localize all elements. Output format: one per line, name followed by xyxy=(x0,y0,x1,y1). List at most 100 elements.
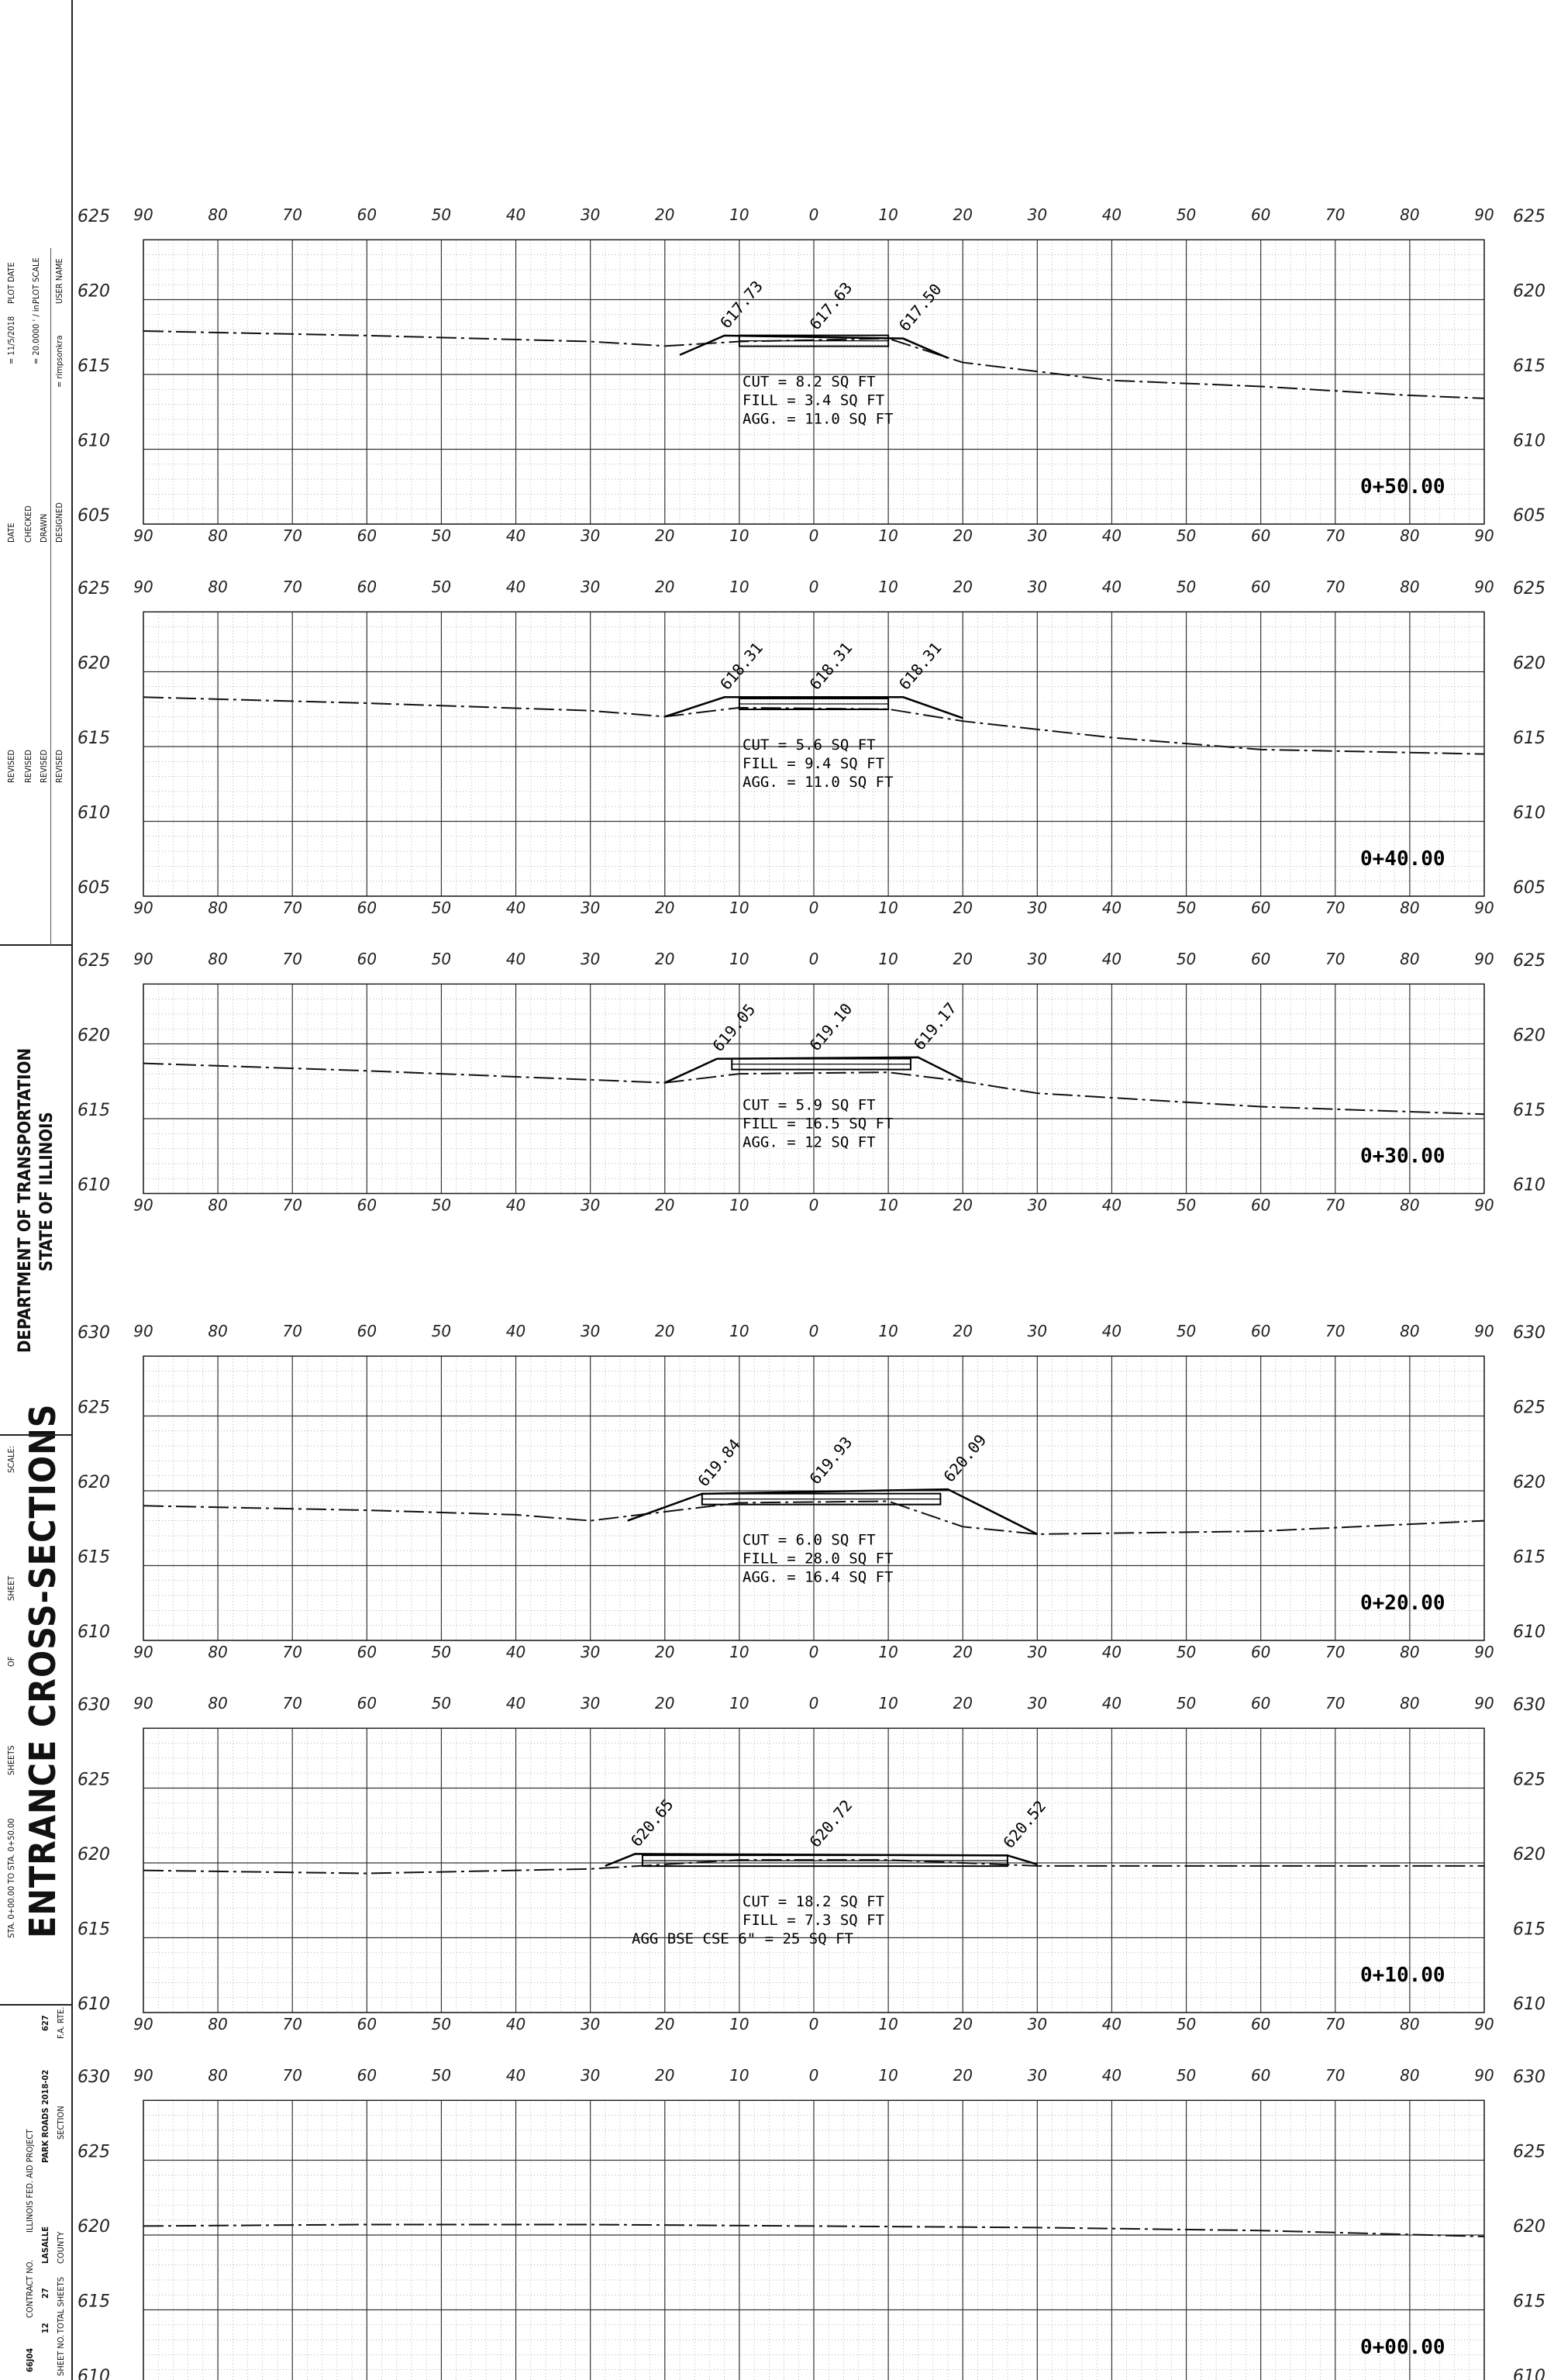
offset-tick-label: 30 xyxy=(1028,1694,1047,1713)
quantity-label: FILL = 28.0 SQ FT xyxy=(743,1550,893,1568)
offset-tick-label: 60 xyxy=(1251,526,1270,545)
offset-tick-label: 80 xyxy=(208,950,227,968)
offset-tick-label: 20 xyxy=(655,2015,674,2033)
offset-tick-label: 60 xyxy=(357,1196,377,1215)
elevation-label: 605 xyxy=(78,506,110,526)
offset-tick-label: 90 xyxy=(1474,2066,1494,2085)
offset-tick-label: 30 xyxy=(1028,2015,1047,2033)
grade-elevation-label: 619.84 xyxy=(694,1435,744,1490)
offset-tick-label: 60 xyxy=(357,1694,377,1713)
offset-tick-label: 90 xyxy=(133,1694,153,1713)
quantity-label: FILL = 9.4 SQ FT xyxy=(743,755,884,772)
offset-tick-label: 20 xyxy=(953,205,972,224)
elevation-label: 605 xyxy=(1513,506,1545,526)
grid-border xyxy=(143,239,1485,525)
grade-elevation-label: 617.73 xyxy=(716,277,767,332)
offset-tick-label: 80 xyxy=(208,1196,227,1215)
offset-tick-label: 70 xyxy=(1325,526,1345,545)
offset-tick-label: 0 xyxy=(809,899,819,917)
quantity-label: AGG. = 12 SQ FT xyxy=(743,1134,876,1151)
offset-tick-label: 20 xyxy=(953,1694,972,1713)
offset-tick-label: 50 xyxy=(432,1322,451,1340)
offset-tick-label: 60 xyxy=(357,2015,377,2033)
offset-tick-label: 50 xyxy=(432,2015,451,2033)
offset-tick-label: 10 xyxy=(878,1196,898,1215)
elevation-label: 625 xyxy=(1513,207,1545,226)
offset-tick-label: 90 xyxy=(1474,1694,1494,1713)
elevation-label: 615 xyxy=(1513,1101,1545,1120)
offset-tick-label: 60 xyxy=(357,899,377,917)
offset-tick-label: 60 xyxy=(1251,899,1270,917)
elevation-label: 630 xyxy=(1513,2068,1545,2087)
quantity-label: CUT = 8.2 SQ FT xyxy=(743,374,876,391)
elevation-label: 620 xyxy=(1513,282,1545,302)
offset-tick-label: 20 xyxy=(953,2066,972,2085)
elevation-label: 610 xyxy=(78,1176,110,1195)
elevation-label: 625 xyxy=(1513,951,1545,971)
elevation-label: 625 xyxy=(1513,2143,1545,2162)
offset-tick-label: 80 xyxy=(208,205,227,224)
offset-tick-label: 60 xyxy=(357,526,377,545)
offset-tick-label: 40 xyxy=(506,2066,525,2085)
elevation-label: 620 xyxy=(78,1026,110,1046)
offset-tick-label: 60 xyxy=(1251,578,1270,596)
elevation-label: 615 xyxy=(78,729,110,748)
elevation-label: 625 xyxy=(78,1771,110,1790)
offset-tick-label: 20 xyxy=(655,899,674,917)
offset-tick-label: 90 xyxy=(1474,1322,1494,1340)
grade-elevation-label: 618.31 xyxy=(716,639,767,694)
offset-tick-label: 30 xyxy=(1028,205,1047,224)
title-block-divider xyxy=(0,944,71,946)
offset-tick-label: 20 xyxy=(953,578,972,596)
offset-tick-label: 50 xyxy=(432,1694,451,1713)
existing-ground-line xyxy=(143,1500,1485,1535)
offset-tick-label: 90 xyxy=(133,950,153,968)
elevation-label: 625 xyxy=(78,951,110,971)
elevation-label: 625 xyxy=(1513,1771,1545,1790)
offset-tick-label: 50 xyxy=(432,578,451,596)
cross-section-0+30.00: 625 625 620 620 615 615 610 610 90 90 80 80 70 70 60 60… xyxy=(78,950,1545,1215)
offset-tick-label: 70 xyxy=(282,2015,301,2033)
offset-tick-label: 0 xyxy=(809,205,819,224)
existing-ground-line xyxy=(143,2223,1485,2237)
proposed-grade-line xyxy=(679,334,949,359)
offset-tick-label: 50 xyxy=(1177,1196,1196,1215)
offset-tick-label: 90 xyxy=(1474,1643,1494,1661)
elevation-label: 615 xyxy=(1513,357,1545,376)
offset-tick-label: 40 xyxy=(1102,2015,1122,2033)
elevation-label: 610 xyxy=(78,1623,110,1642)
offset-tick-label: 70 xyxy=(1325,899,1345,917)
title-block: USER NAME = rimpsonkra PLOT SCALE = 20.0… xyxy=(0,0,73,2380)
offset-tick-label: 80 xyxy=(208,899,227,917)
offset-tick-label: 30 xyxy=(581,2066,600,2085)
offset-tick-label: 30 xyxy=(1028,1643,1047,1661)
grade-elevation-label: 618.31 xyxy=(805,639,856,694)
offset-tick-label: 10 xyxy=(878,1643,898,1661)
offset-tick-label: 20 xyxy=(953,1322,972,1340)
offset-tick-label: 40 xyxy=(1102,899,1122,917)
offset-tick-label: 50 xyxy=(1177,950,1196,968)
cross-section-0+20.00: 630 630 625 625 620 620 615 615 610 610 90 90 80 80 70… xyxy=(78,1322,1545,1661)
grid-border xyxy=(143,983,1485,1195)
elevation-label: 630 xyxy=(1513,1695,1545,1715)
offset-tick-label: 10 xyxy=(878,526,898,545)
offset-tick-label: 70 xyxy=(282,1694,301,1713)
offset-tick-label: 60 xyxy=(357,2066,377,2085)
offset-tick-label: 0 xyxy=(809,1694,819,1713)
existing-ground-line xyxy=(143,1859,1484,1875)
station-label: 0+30.00 xyxy=(1360,1145,1445,1168)
existing-ground-line xyxy=(143,696,1485,755)
elevation-label: 620 xyxy=(1513,1473,1545,1492)
elevation-label: 625 xyxy=(78,1399,110,1418)
title-block-divider xyxy=(50,248,51,946)
offset-tick-label: 10 xyxy=(878,2015,898,2033)
offset-tick-label: 20 xyxy=(655,1694,674,1713)
offset-tick-label: 0 xyxy=(809,1196,819,1215)
offset-tick-label: 90 xyxy=(133,1196,153,1215)
station-label: 0+20.00 xyxy=(1360,1592,1445,1615)
offset-tick-label: 40 xyxy=(1102,1196,1122,1215)
offset-tick-label: 90 xyxy=(133,1643,153,1661)
quantity-label: CUT = 5.9 SQ FT xyxy=(743,1097,876,1114)
offset-tick-label: 80 xyxy=(1400,205,1419,224)
